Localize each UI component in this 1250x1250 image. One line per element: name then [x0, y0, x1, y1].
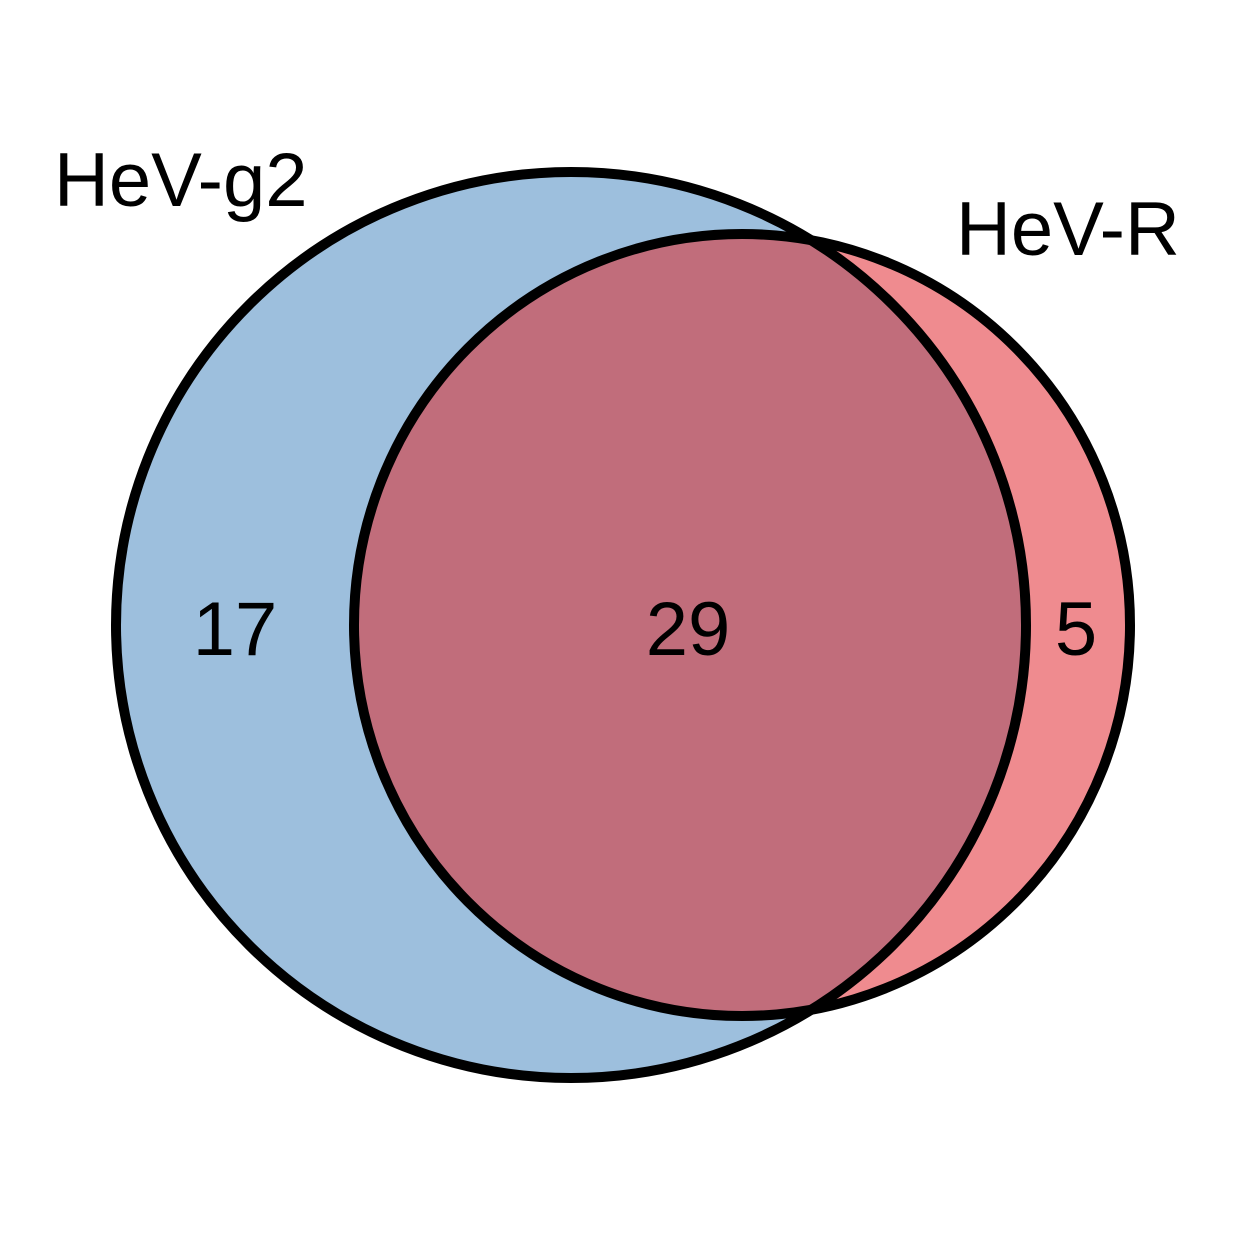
count-only-hev-r: 5: [1055, 587, 1097, 672]
count-only-hev-g2: 17: [193, 587, 278, 672]
overlap-region: [354, 234, 1026, 1016]
set-hev-r-outline: [349, 229, 1135, 1021]
set-label-hev-g2: HeV-g2: [54, 138, 308, 223]
count-overlap: 29: [646, 587, 731, 672]
set-hev-g2-outline: [111, 167, 1031, 1083]
set-label-hev-r: HeV-R: [956, 187, 1180, 272]
